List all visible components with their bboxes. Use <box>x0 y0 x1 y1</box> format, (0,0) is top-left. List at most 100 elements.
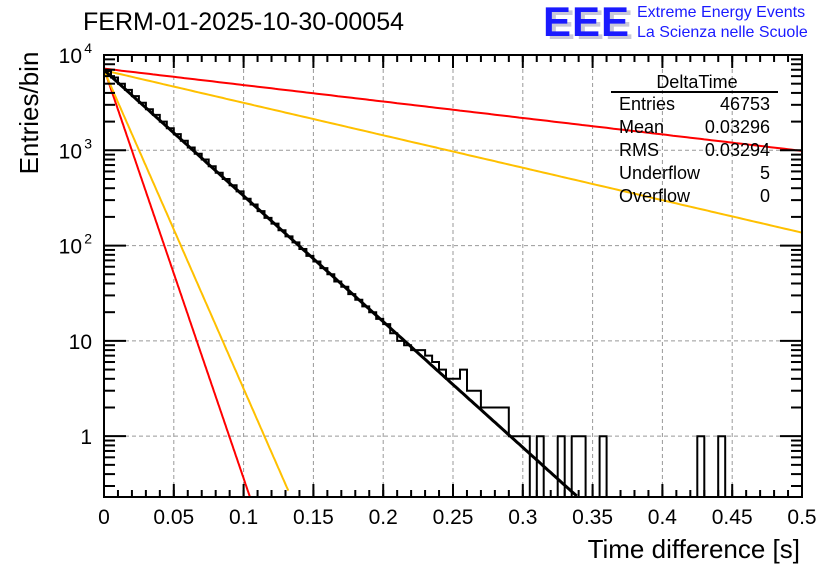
chart-title: FERM-01-2025-10-30-00054 <box>83 8 405 36</box>
logo-line2: La Scienza nelle Scuole <box>637 24 808 41</box>
x-axis-label: Time difference [s] <box>588 534 800 564</box>
fit-curve-group <box>103 68 578 498</box>
y-tick-exponent: 4 <box>84 40 92 56</box>
stats-title: DeltaTime <box>656 72 737 92</box>
stats-underflow-value: 5 <box>760 163 770 183</box>
histogram-bin <box>237 191 244 497</box>
histogram-bin <box>718 436 725 497</box>
logo-mark: EEE <box>543 0 631 45</box>
histogram-bin <box>404 345 411 497</box>
histogram-bin <box>495 407 502 497</box>
histogram-bin <box>467 391 474 497</box>
y-tick-label: 10 <box>59 140 82 163</box>
x-tick-label: 0 <box>98 506 110 529</box>
y-tick-label: 10 <box>59 236 82 259</box>
histogram-bin <box>453 379 460 497</box>
x-tick-label: 0.3 <box>508 506 537 529</box>
lower-limit-steep-curve <box>103 70 290 491</box>
histogram-bin <box>313 262 320 497</box>
x-tick-label: 0.15 <box>293 506 334 529</box>
histogram-bin <box>481 407 488 497</box>
histogram-bin <box>355 300 362 497</box>
grid <box>104 55 802 497</box>
histogram-bin <box>383 324 390 497</box>
stats-mean-label: Mean <box>619 117 664 137</box>
logo-line1: Extreme Energy Events <box>637 4 806 21</box>
histogram-bin <box>195 154 202 497</box>
histogram-bin <box>432 362 439 497</box>
histogram-bin <box>446 379 453 497</box>
histogram-bin <box>439 370 446 497</box>
histogram-bin <box>299 249 306 497</box>
y-tick-label: 10 <box>59 45 82 68</box>
histogram-bin <box>418 350 425 497</box>
histogram-bin <box>181 141 188 497</box>
x-tick-label: 0.35 <box>572 506 613 529</box>
histogram-bin <box>265 218 272 497</box>
lower-limit-shallow-curve <box>103 69 803 234</box>
y-tick-exponent: 3 <box>84 135 92 151</box>
curves <box>103 67 803 498</box>
histogram-bin <box>425 356 432 497</box>
histogram-bin <box>320 268 327 497</box>
plot-frame <box>103 54 803 498</box>
histogram-bin <box>348 294 355 497</box>
stats-entries-label: Entries <box>619 94 675 114</box>
histogram-bin <box>369 312 376 497</box>
stats-overflow-value: 0 <box>760 186 770 206</box>
histogram-bin <box>697 436 704 497</box>
stats-box: DeltaTime Entries 46753 Mean 0.03296 RMS 0.03… <box>611 72 778 206</box>
histogram-bin <box>279 230 286 497</box>
histogram-bin <box>362 306 369 497</box>
histogram-bin <box>251 204 258 497</box>
histogram-bin <box>160 122 167 497</box>
x-tick-label: 0.4 <box>648 506 678 529</box>
histogram-bin <box>153 115 160 497</box>
stats-underflow-label: Underflow <box>619 163 701 183</box>
y-tick-label: 1 <box>80 426 92 449</box>
x-tick-label: 0.1 <box>229 506 258 529</box>
x-tick-label: 0.25 <box>433 506 474 529</box>
x-tick-label: 0.5 <box>787 506 816 529</box>
y-tick-exponent: 2 <box>84 231 92 247</box>
upper-limit-shallow-curve <box>103 67 803 152</box>
histogram-bin <box>223 179 230 497</box>
histogram-bin <box>118 84 125 497</box>
histogram-bin <box>341 287 348 497</box>
histogram-bin <box>390 333 397 497</box>
stats-entries-value: 46753 <box>720 94 770 114</box>
histogram-bin <box>502 407 509 497</box>
histogram-bin <box>209 166 216 497</box>
histogram-bin <box>572 436 579 497</box>
histogram-bin <box>411 350 418 497</box>
y-axis-label: Entries/bin <box>14 52 44 175</box>
histogram-bin <box>111 78 118 497</box>
histogram-bin <box>167 128 174 497</box>
histogram-bin <box>258 211 265 497</box>
x-tick-label: 0.2 <box>369 506 398 529</box>
histogram-bin <box>376 319 383 497</box>
histogram-bin <box>285 236 292 497</box>
histogram-bin <box>579 436 586 497</box>
stats-mean-value: 0.03296 <box>705 117 770 137</box>
axes: 0 0.05 0.1 0.15 0.2 0.25 0.3 0.35 0.4 0.45 0.510 41… <box>59 40 817 529</box>
histogram-bin <box>244 199 251 497</box>
histogram-bin <box>174 134 181 497</box>
histogram-bin <box>306 256 313 497</box>
x-tick-label: 0.45 <box>712 506 753 529</box>
histogram-bin <box>202 160 209 497</box>
histogram-bin <box>523 436 530 497</box>
stats-overflow-label: Overflow <box>619 186 691 206</box>
stats-rms-label: RMS <box>619 140 659 160</box>
histogram-bin <box>558 436 565 497</box>
upper-limit-steep-curve <box>103 68 251 498</box>
histogram-bin <box>600 436 607 497</box>
y-tick-label: 10 <box>69 331 92 354</box>
histogram-bin <box>460 370 467 497</box>
histogram-bin <box>327 274 334 497</box>
histogram-bin <box>397 341 404 497</box>
histogram-bin <box>334 281 341 497</box>
fit-curve <box>103 68 578 498</box>
x-tick-label: 0.05 <box>153 506 194 529</box>
